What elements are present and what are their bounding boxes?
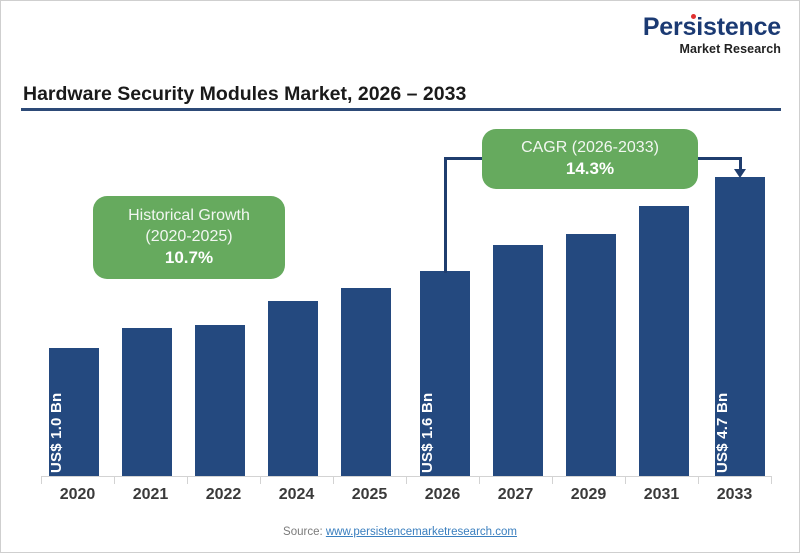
- bar-2021: [122, 328, 172, 476]
- axis-tick: [406, 476, 407, 484]
- x-label-2029: 2029: [570, 486, 607, 503]
- x-label-2024: 2024: [278, 486, 315, 503]
- title-divider: [21, 108, 781, 111]
- historical-growth-value: 10.7%: [164, 248, 214, 268]
- x-label-2031: 2031: [643, 486, 680, 503]
- source-note: Source: www.persistencemarketresearch.co…: [1, 526, 799, 538]
- source-prefix: Source:: [283, 526, 323, 538]
- bar-2022: [195, 325, 245, 476]
- bar-2020: [49, 348, 99, 476]
- bar-2033: [715, 177, 765, 476]
- bar-label-2026: US$ 1.6 Bn: [419, 392, 436, 473]
- bar-label-2020: US$ 1.0 Bn: [48, 392, 65, 473]
- logo-dot-icon: [690, 14, 696, 19]
- axis-tick: [552, 476, 553, 484]
- axis-tick: [260, 476, 261, 484]
- cagr-value: 14.3%: [565, 159, 615, 179]
- axis-tick: [625, 476, 626, 484]
- axis-tick: [41, 476, 42, 484]
- brand-tagline: Market Research: [679, 42, 781, 56]
- axis-tick: [187, 476, 188, 484]
- cagr-callout: CAGR (2026-2033) 14.3%: [482, 129, 698, 189]
- cagr-connector-right-drop: [739, 157, 742, 171]
- axis-tick: [114, 476, 115, 484]
- axis-tick: [771, 476, 772, 484]
- brand-logo: Persistence Market Research: [642, 13, 781, 56]
- cagr-title: CAGR (2026-2033): [521, 139, 659, 157]
- bar-2026: [420, 271, 470, 476]
- x-label-2026: 2026: [424, 486, 461, 503]
- cagr-arrow-icon: [734, 169, 746, 178]
- historical-growth-period: (2020-2025): [145, 228, 233, 246]
- axis-tick: [698, 476, 699, 484]
- bar-2031: [639, 206, 689, 476]
- source-link[interactable]: www.persistencemarketresearch.com: [325, 526, 517, 538]
- bar-2025: [341, 288, 391, 476]
- x-label-2025: 2025: [351, 486, 388, 503]
- axis-tick: [333, 476, 334, 484]
- historical-growth-title: Historical Growth: [128, 207, 250, 225]
- x-label-2021: 2021: [132, 486, 169, 503]
- cagr-connector-left-drop: [444, 157, 447, 273]
- x-label-2022: 2022: [205, 486, 242, 503]
- bar-2027: [493, 245, 543, 476]
- x-label-2020: 2020: [59, 486, 96, 503]
- brand-name: Persistence: [642, 13, 781, 41]
- historical-growth-callout: Historical Growth (2020-2025) 10.7%: [93, 196, 285, 279]
- bar-2029: [566, 234, 616, 476]
- bar-label-2033: US$ 4.7 Bn: [714, 392, 731, 473]
- x-label-2027: 2027: [497, 486, 534, 503]
- x-label-2033: 2033: [716, 486, 753, 503]
- axis-tick: [479, 476, 480, 484]
- page-title: Hardware Security Modules Market, 2026 –…: [23, 83, 467, 105]
- bar-2024: [268, 301, 318, 476]
